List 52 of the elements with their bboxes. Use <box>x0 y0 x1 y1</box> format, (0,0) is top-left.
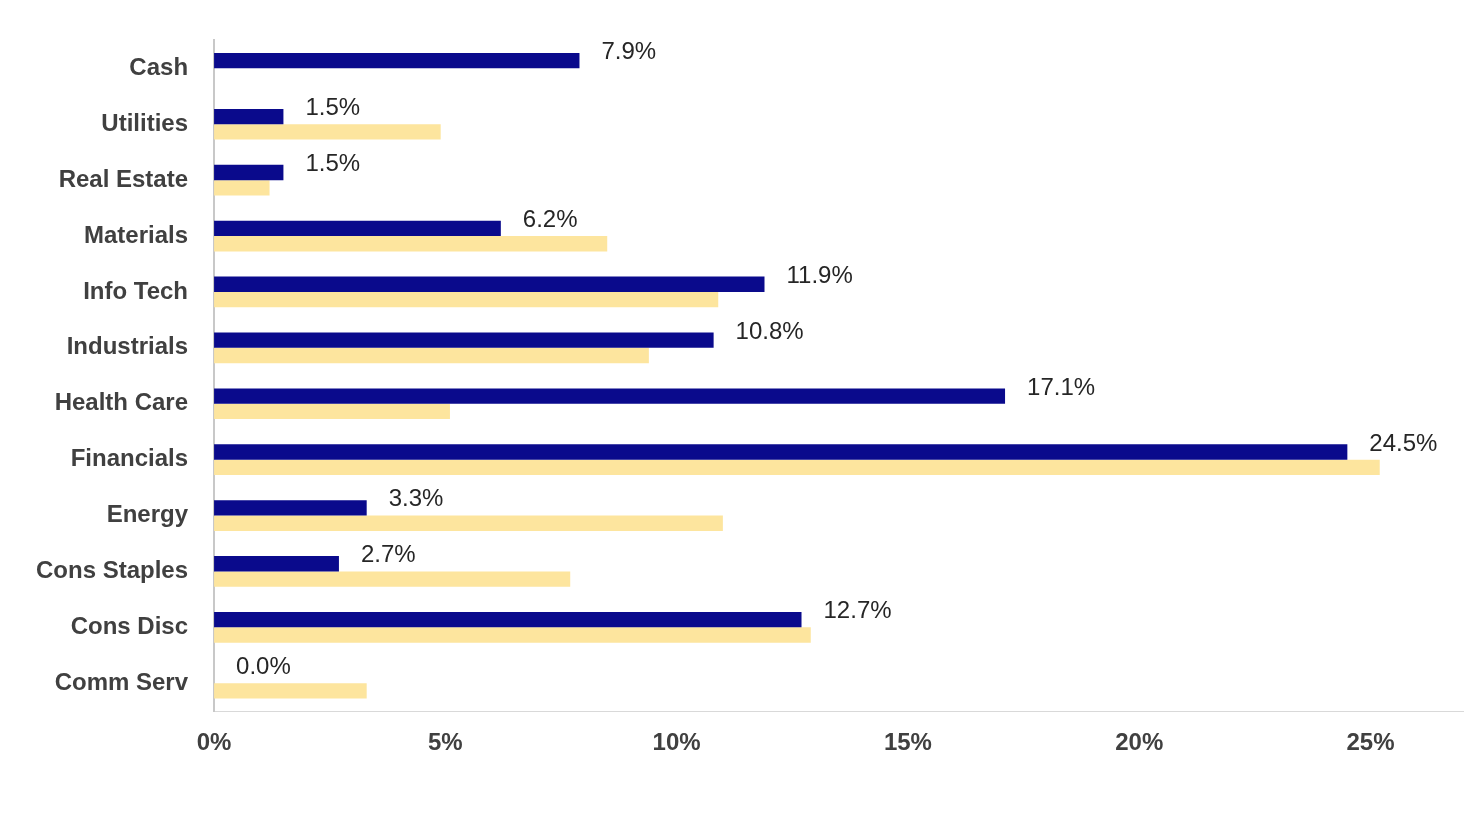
data-label: 1.5% <box>305 93 361 121</box>
data-label: 1.5% <box>305 149 361 177</box>
bar <box>214 236 608 252</box>
bar <box>214 180 270 196</box>
bar <box>214 627 811 643</box>
data-label: 24.5% <box>1369 428 1438 456</box>
y-tick-label: Utilities <box>101 108 189 136</box>
bar <box>214 276 765 292</box>
x-tick-label: 5% <box>427 728 463 756</box>
bar <box>214 459 1380 476</box>
x-tick-label: 25% <box>1346 728 1395 756</box>
x-tick-label: 20% <box>1115 728 1164 756</box>
data-label: 17.1% <box>1027 372 1096 400</box>
bar <box>214 500 367 516</box>
data-label: 10.8% <box>735 316 804 344</box>
bar <box>214 515 723 531</box>
data-label: 11.9% <box>786 260 853 288</box>
data-label: 0.0% <box>236 652 291 680</box>
bar <box>214 124 441 140</box>
bar <box>214 683 367 699</box>
y-tick-label: Industrials <box>66 332 189 360</box>
y-tick-label: Real Estate <box>58 164 189 192</box>
x-tick-label: 15% <box>883 728 932 756</box>
bar <box>214 332 714 348</box>
y-tick-label: Info Tech <box>83 276 189 304</box>
bar <box>214 220 501 237</box>
bar <box>214 108 284 125</box>
bar <box>214 556 339 572</box>
y-tick-label: Health Care <box>54 388 189 416</box>
y-tick-label: Cons Disc <box>70 611 189 639</box>
data-label: 3.3% <box>388 484 444 512</box>
bar <box>214 388 1006 404</box>
bar <box>214 571 571 587</box>
x-tick-label: 10% <box>652 728 701 756</box>
bar <box>214 444 1348 460</box>
bar <box>214 164 284 181</box>
bar <box>214 611 802 628</box>
bar <box>214 347 649 364</box>
y-tick-label: Cons Staples <box>35 556 189 584</box>
bar <box>214 52 580 69</box>
y-tick-label: Materials <box>83 220 189 248</box>
x-tick-label: 0% <box>196 728 232 756</box>
bar <box>214 291 719 308</box>
y-tick-label: Financials <box>70 444 189 472</box>
y-tick-label: Comm Serv <box>54 667 189 695</box>
y-tick-label: Cash <box>129 52 189 80</box>
data-label: 2.7% <box>360 540 416 568</box>
bar <box>214 403 450 420</box>
data-label: 7.9% <box>601 37 657 65</box>
data-label: 6.2% <box>522 204 578 232</box>
y-tick-label: Energy <box>106 500 189 528</box>
data-label: 12.7% <box>823 596 892 624</box>
